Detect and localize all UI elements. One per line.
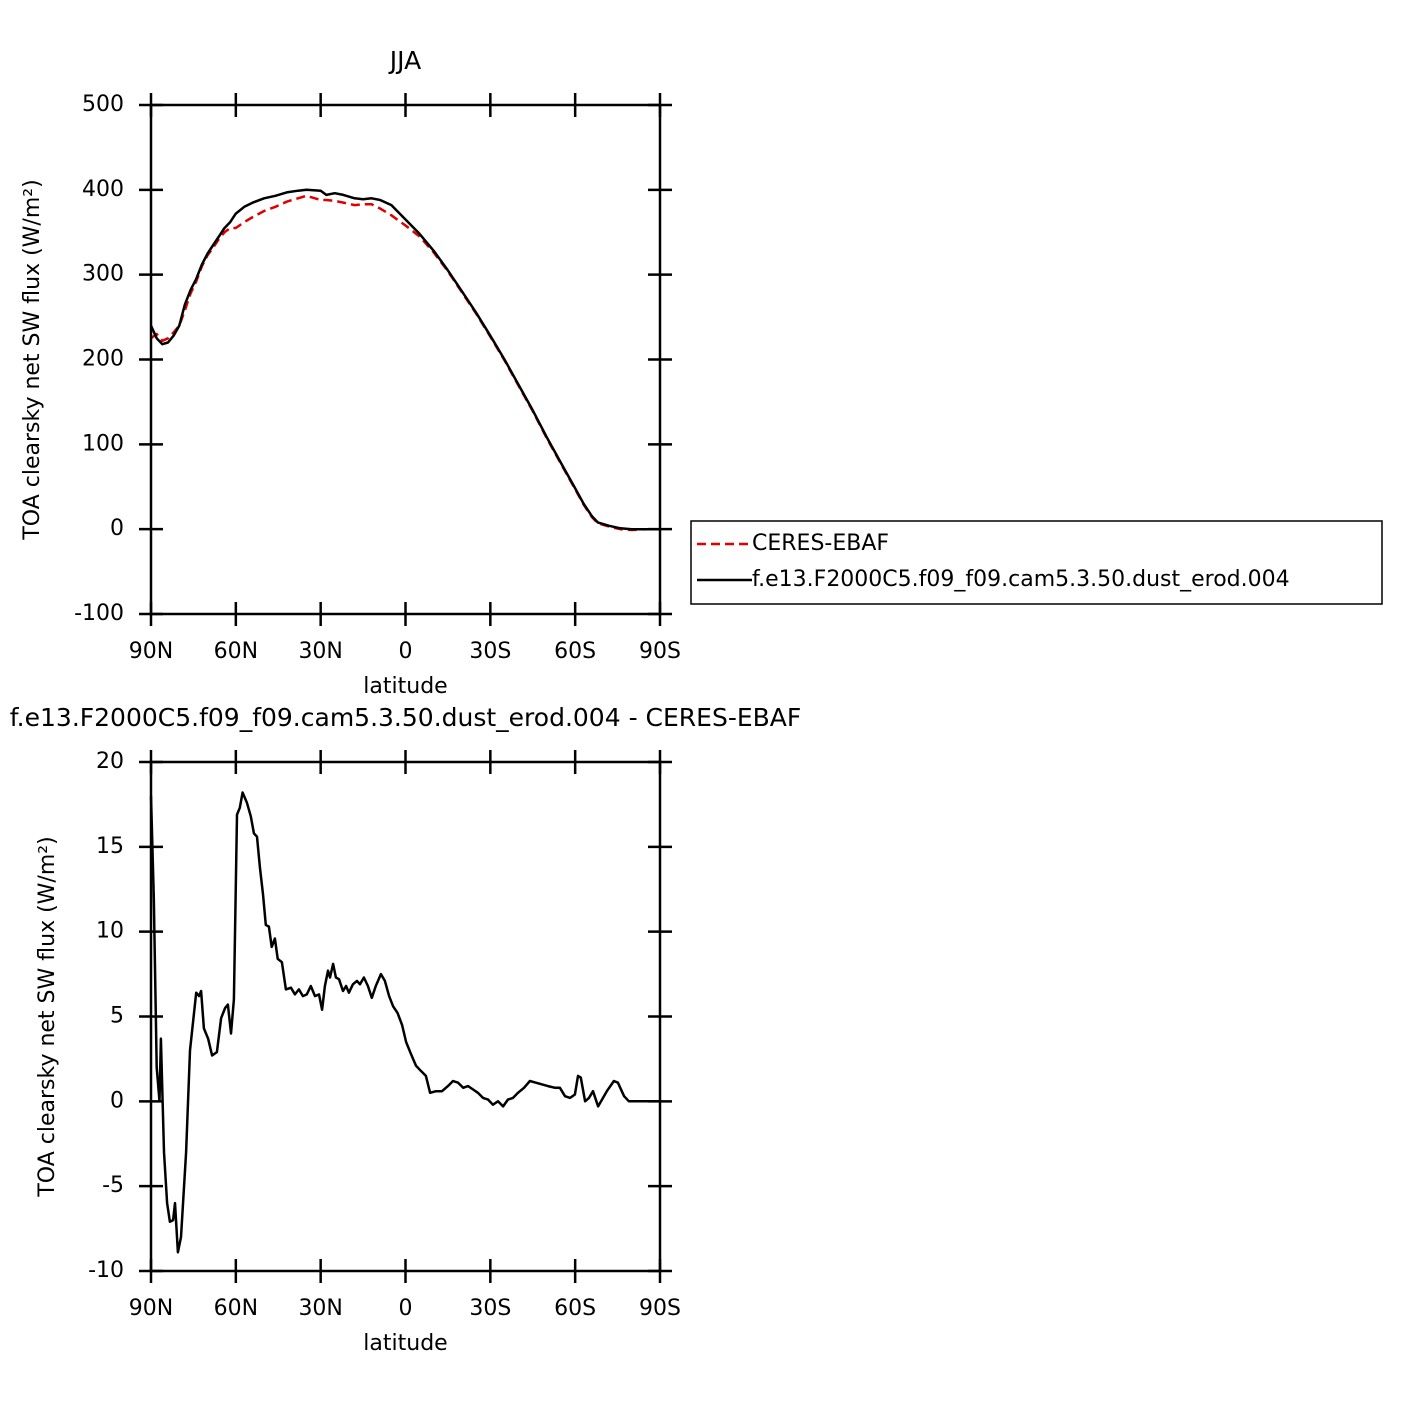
- x-tick-label: 90S: [639, 639, 681, 664]
- legend-box: [690, 520, 1383, 605]
- x-tick-label: 90N: [129, 1296, 173, 1321]
- x-axis-label: latitude: [363, 1331, 447, 1356]
- x-tick-label: 30N: [298, 1296, 342, 1321]
- y-tick-label: 400: [82, 177, 124, 202]
- legend-label: f.e13.F2000C5.f09_f09.cam5.3.50.dust_ero…: [752, 567, 1290, 592]
- y-tick-label: 10: [96, 919, 124, 944]
- y-tick-label: 0: [110, 1088, 124, 1113]
- y-axis-label: TOA clearsky net SW flux (W/m²): [20, 179, 45, 540]
- chart-title: JJA: [388, 46, 421, 75]
- y-tick-label: 200: [82, 347, 124, 372]
- y-tick-label: 100: [82, 431, 124, 456]
- y-tick-label: 0: [110, 516, 124, 541]
- chart-title: f.e13.F2000C5.f09_f09.cam5.3.50.dust_ero…: [10, 703, 802, 732]
- x-tick-label: 30S: [469, 1296, 511, 1321]
- x-tick-label: 60S: [554, 1296, 596, 1321]
- data-line: [150, 194, 660, 532]
- data-line: [149, 188, 660, 531]
- x-tick-label: 60N: [214, 639, 258, 664]
- x-tick-label: 30S: [469, 639, 511, 664]
- data-line: [149, 791, 660, 1254]
- y-tick-label: -5: [102, 1173, 124, 1198]
- y-tick-label: 5: [110, 1004, 124, 1029]
- y-tick-label: 300: [82, 262, 124, 287]
- x-tick-label: 60S: [554, 639, 596, 664]
- y-tick-label: 500: [82, 92, 124, 117]
- x-tick-label: 0: [399, 1296, 413, 1321]
- plot-frame: [149, 760, 662, 1273]
- x-tick-label: 0: [399, 639, 413, 664]
- x-tick-label: 60N: [214, 1296, 258, 1321]
- y-tick-label: -100: [74, 601, 124, 626]
- x-tick-label: 90N: [129, 639, 173, 664]
- x-tick-label: 90S: [639, 1296, 681, 1321]
- y-tick-label: -10: [88, 1258, 124, 1283]
- y-tick-label: 15: [96, 834, 124, 859]
- plot-frame: [149, 103, 662, 616]
- x-axis-label: latitude: [363, 674, 447, 699]
- y-axis-label: TOA clearsky net SW flux (W/m²): [35, 836, 60, 1197]
- legend-label: CERES-EBAF: [752, 531, 889, 556]
- y-tick-label: 20: [96, 749, 124, 774]
- x-tick-label: 30N: [298, 639, 342, 664]
